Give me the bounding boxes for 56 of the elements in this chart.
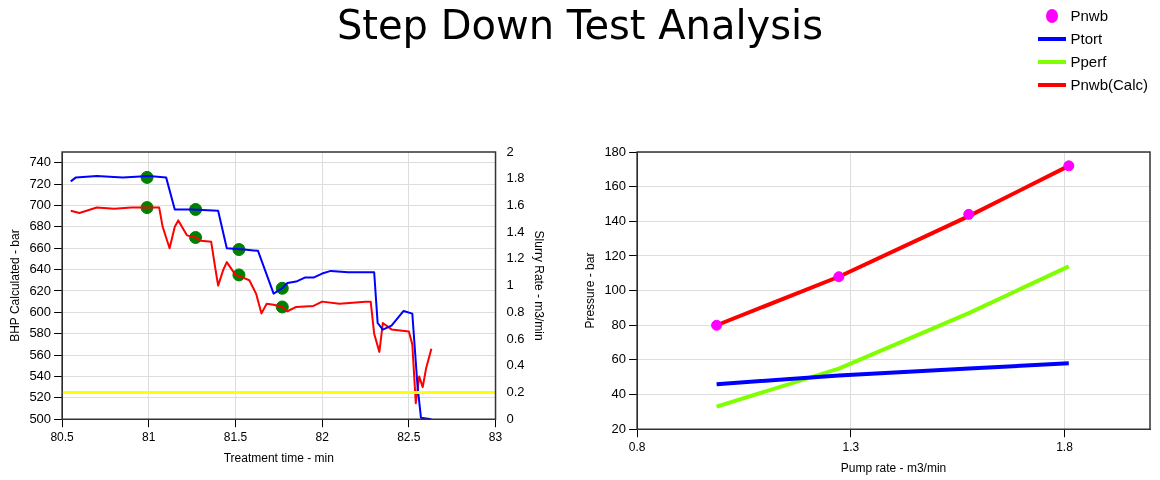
y-axis-title: Pressure - bar xyxy=(582,252,597,329)
y-tick-label: 520 xyxy=(29,389,52,405)
y-tick-label: 160 xyxy=(604,178,627,194)
y2-tick-label: 0 xyxy=(506,410,514,426)
x-tick-label: 81 xyxy=(142,429,156,444)
y2-tick-label: 1.4 xyxy=(506,223,525,239)
x-tick-label: 82.5 xyxy=(397,429,421,444)
y-tick-label: 140 xyxy=(604,212,627,228)
y2-tick-label: 0.8 xyxy=(506,303,525,319)
x-tick-label: 0.8 xyxy=(628,439,646,454)
y2-tick-label: 1 xyxy=(506,277,514,293)
y-tick-label: 680 xyxy=(29,218,52,234)
y-tick-label: 60 xyxy=(611,351,627,367)
y-tick-label: 100 xyxy=(604,282,627,298)
point xyxy=(963,208,975,220)
x-tick-label: 1.3 xyxy=(842,439,860,454)
y-tick-label: 500 xyxy=(29,410,52,426)
legend-label: Pperf xyxy=(1070,53,1107,70)
y-tick-label: 660 xyxy=(29,239,52,255)
point xyxy=(711,319,723,331)
y-tick-label: 560 xyxy=(29,346,52,362)
x-tick-label: 82 xyxy=(315,429,330,444)
y-tick-label: 600 xyxy=(29,303,52,319)
y-tick-label: 740 xyxy=(29,154,52,170)
x-axis-title: Pump rate - m3/min xyxy=(840,461,947,476)
y-tick-label: 540 xyxy=(29,368,52,384)
y-tick-label: 180 xyxy=(604,143,627,159)
y2-tick-label: 1.6 xyxy=(506,197,525,213)
legend-label: Pnwb(Calc) xyxy=(1070,76,1148,93)
y-tick-label: 640 xyxy=(29,261,52,277)
text: Step Down Test Analysis xyxy=(336,2,824,48)
y-tick-label: 700 xyxy=(29,197,52,213)
y-tick-label: 720 xyxy=(29,175,52,191)
y-tick-label: 580 xyxy=(29,325,52,341)
y2-tick-label: 2 xyxy=(506,143,514,159)
x-tick-label: 80.5 xyxy=(50,429,75,444)
point xyxy=(833,271,845,283)
x-axis-title: Treatment time - min xyxy=(223,451,334,466)
y2-tick-label: 1.8 xyxy=(506,170,525,186)
y-axis-title: BHP Calculated - bar xyxy=(7,229,22,342)
legend-label: Ptort xyxy=(1070,30,1103,47)
y-tick-label: 80 xyxy=(611,316,627,332)
legend-label: Pnwb xyxy=(1070,7,1108,24)
y-tick-label: 40 xyxy=(611,386,627,402)
x-tick-label: 81.5 xyxy=(223,429,248,444)
y2-tick-label: 0.2 xyxy=(506,384,525,400)
x-tick-label: 1.8 xyxy=(1056,439,1074,454)
point xyxy=(1063,160,1075,172)
y-tick-label: 120 xyxy=(604,247,627,263)
y2-tick-label: 0.6 xyxy=(506,330,525,346)
y2-tick-label: 1.2 xyxy=(506,250,525,266)
y2-axis-title: Slurry Rate - m3/min xyxy=(532,230,547,341)
y-tick-label: 20 xyxy=(611,420,627,436)
y2-tick-label: 0.4 xyxy=(506,357,525,373)
y-tick-label: 620 xyxy=(29,282,52,298)
x-tick-label: 83 xyxy=(488,429,503,444)
